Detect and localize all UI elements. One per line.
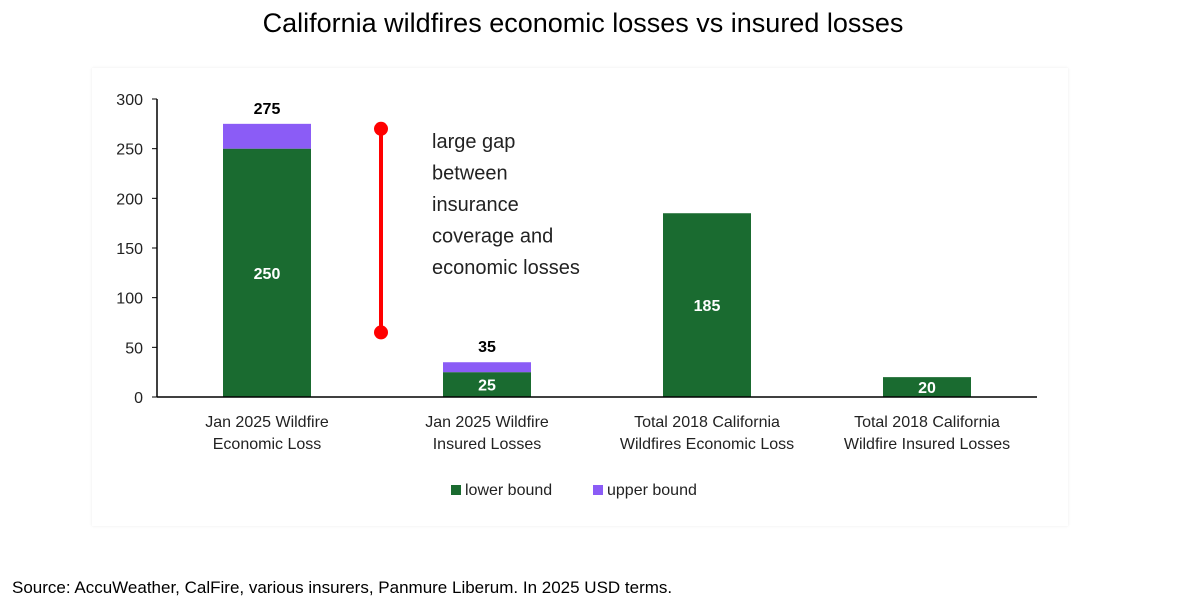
gap-annotation-text: between: [432, 163, 508, 185]
legend-label: lower bound: [465, 482, 552, 499]
bar-upper-bound: [443, 362, 531, 373]
bar-total-label: 35: [478, 339, 496, 356]
x-category-label: Insured Losses: [433, 436, 542, 453]
y-tick-label: 0: [134, 390, 143, 407]
x-category-label: Jan 2025 Wildfire: [205, 414, 329, 431]
bar-lower-bound: [663, 213, 751, 397]
bar-upper-bound: [223, 123, 311, 149]
gap-annotation-text: coverage and: [432, 226, 553, 248]
y-tick-label: 100: [116, 291, 143, 308]
gap-annotation-text: insurance: [432, 194, 519, 216]
bar-value-label: 250: [254, 266, 281, 283]
gap-annotation-top-dot: [374, 121, 388, 136]
gap-annotation-text: economic losses: [432, 257, 580, 279]
legend-swatch: [451, 485, 461, 495]
legend-label: upper bound: [607, 482, 697, 499]
bar-lower-bound: [223, 148, 311, 397]
y-tick-label: 250: [116, 142, 143, 159]
x-category-label: Wildfires Economic Loss: [620, 436, 794, 453]
gap-annotation-text: large gap: [432, 131, 515, 153]
x-category-label: Wildfire Insured Losses: [844, 436, 1010, 453]
x-category-label: Economic Loss: [213, 436, 322, 453]
bar-value-label: 25: [478, 378, 496, 395]
chart: 0 50 100 150 200 250 300 250 275 Jan 2025 Wildfir…: [116, 92, 1037, 499]
x-category-label: Jan 2025 Wildfire: [425, 414, 549, 431]
gap-annotation-bottom-dot: [374, 325, 388, 340]
chart-title: California wildfires economic losses vs …: [262, 8, 904, 38]
bar-lower-bound: [443, 372, 531, 397]
legend-swatch: [593, 485, 603, 495]
source-note: Source: AccuWeather, CalFire, various in…: [12, 578, 673, 597]
x-category-label: Total 2018 California: [634, 414, 780, 431]
bar-total-label: 275: [254, 101, 281, 118]
bar-value-label: 20: [918, 380, 936, 397]
y-tick-label: 200: [116, 191, 143, 208]
x-category-label: Total 2018 California: [854, 414, 1000, 431]
y-tick-label: 300: [116, 92, 143, 109]
y-tick-label: 150: [116, 241, 143, 258]
bar-value-label: 185: [694, 298, 721, 315]
y-tick-label: 50: [125, 340, 143, 357]
bar-lower-bound: [883, 377, 971, 397]
